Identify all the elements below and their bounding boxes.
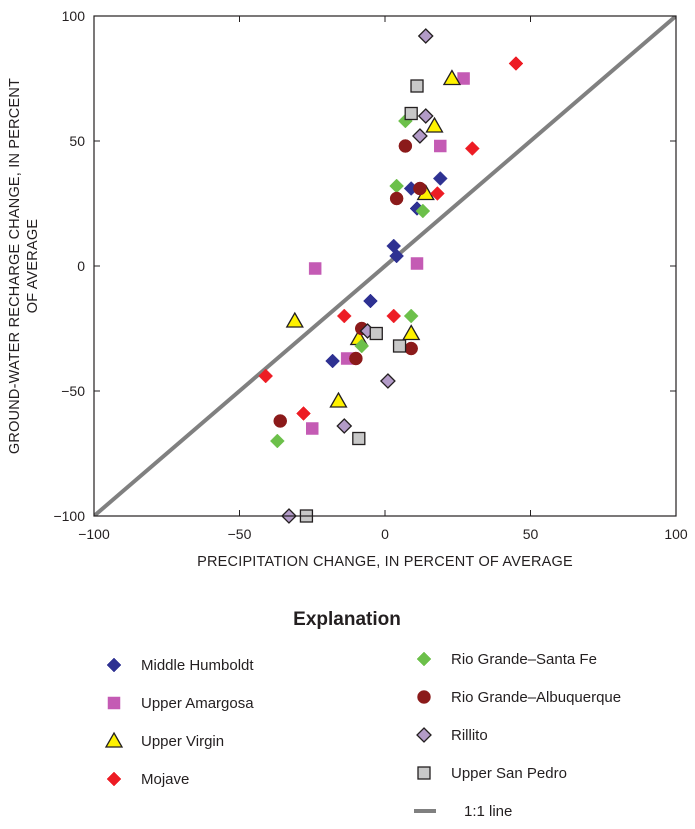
- x-tick-label: −100: [78, 526, 110, 542]
- y-axis-title-line-2: OF AVERAGE: [25, 219, 41, 314]
- legend-label: Middle Humboldt: [141, 657, 254, 674]
- legend-label: Rillito: [451, 727, 488, 744]
- y-tick-label: −50: [61, 383, 85, 399]
- y-tick-label: −100: [53, 508, 85, 524]
- data-point: [296, 406, 311, 421]
- data-point: [398, 139, 413, 153]
- data-point: [417, 108, 434, 124]
- data-point: [430, 186, 445, 201]
- data-point: [386, 308, 402, 324]
- data-point: [389, 178, 404, 194]
- data-point: [464, 141, 480, 156]
- plot-area: [94, 16, 676, 524]
- data-point: [308, 262, 322, 275]
- one-to-one-line: [94, 16, 676, 516]
- data-point: [349, 351, 363, 366]
- legend-label: Upper Virgin: [141, 733, 224, 750]
- data-point: [258, 368, 274, 384]
- data-point: [392, 339, 407, 353]
- legend-marker: [106, 771, 122, 787]
- x-axis-title: PRECIPITATION CHANGE, IN PERCENT OF AVER…: [197, 554, 573, 570]
- data-point: [434, 139, 447, 153]
- legend-item-mojave: Mojave: [106, 771, 189, 788]
- data-point: [336, 308, 352, 324]
- data-point: [379, 373, 396, 389]
- series-upper-san-pedro: [299, 79, 424, 523]
- y-tick-label: 0: [77, 258, 85, 274]
- data-point: [508, 56, 524, 71]
- legend-item-rio-grande-albuquerque: Rio Grande–Albuquerque: [417, 689, 621, 706]
- data-point: [425, 116, 444, 133]
- legend-item-middle-humboldt: Middle Humboldt: [106, 657, 254, 674]
- legend-title: Explanation: [293, 609, 401, 630]
- data-point: [363, 293, 378, 309]
- data-point: [412, 128, 428, 144]
- data-point: [417, 28, 434, 44]
- data-point: [404, 106, 418, 121]
- series-upper-virgin: [285, 69, 462, 408]
- data-point: [432, 171, 448, 186]
- data-point: [306, 422, 319, 435]
- series-rillito: [281, 28, 434, 524]
- y-tick-label: 100: [62, 8, 86, 24]
- legend-label: Rio Grande–Santa Fe: [451, 651, 597, 668]
- legend-marker: [107, 696, 121, 710]
- legend-item-upper-san-pedro: Upper San Pedro: [417, 765, 567, 782]
- x-tick-label: 0: [381, 526, 389, 542]
- data-point: [403, 308, 419, 324]
- data-point: [273, 414, 287, 428]
- legend-marker: [106, 657, 122, 673]
- legend-marker: [104, 731, 124, 748]
- data-point: [457, 72, 470, 85]
- legend-marker: [416, 727, 432, 743]
- legend-label: 1:1 line: [464, 803, 512, 820]
- axes: −100 −50 0 50 100 −100 −50 0 50 100: [53, 8, 687, 542]
- data-point: [415, 203, 431, 219]
- legend-label: Mojave: [141, 771, 189, 788]
- data-point: [402, 324, 421, 341]
- legend-marker: [417, 690, 431, 704]
- data-point: [285, 311, 304, 328]
- x-tick-label: 50: [523, 526, 539, 542]
- data-point: [369, 326, 383, 341]
- series-upper-amargosa: [306, 72, 470, 435]
- x-tick-label: −50: [228, 526, 252, 542]
- data-point: [269, 433, 285, 449]
- legend-item-upper-virgin: Upper Virgin: [104, 731, 224, 750]
- legend-item-rillito: Rillito: [416, 727, 488, 744]
- series-rio-grande-albuquerque: [273, 139, 427, 428]
- legend: Middle Humboldt Upper Amargosa Upper Virgi…: [104, 651, 621, 820]
- data-point: [354, 338, 370, 354]
- series-middle-humboldt: [325, 171, 448, 369]
- data-point: [325, 353, 340, 369]
- legend-item-upper-amargosa: Upper Amargosa: [107, 695, 254, 712]
- legend-marker: [416, 651, 432, 667]
- data-point: [410, 79, 424, 93]
- data-point: [389, 248, 404, 264]
- data-point: [442, 69, 462, 86]
- data-point: [336, 418, 353, 434]
- legend-item-rio-grande-santa-fe: Rio Grande–Santa Fe: [416, 651, 597, 668]
- y-tick-label: 50: [69, 133, 85, 149]
- legend-label: Upper San Pedro: [451, 765, 567, 782]
- series-rio-grande-santa-fe: [269, 113, 431, 449]
- legend-item-one-to-one-line: 1:1 line: [414, 803, 512, 820]
- data-point: [413, 181, 427, 196]
- data-point: [352, 431, 366, 446]
- x-tick-label: 100: [664, 526, 688, 542]
- y-axis-title-line-1: GROUND-WATER RECHARGE CHANGE, IN PERCENT: [7, 78, 23, 454]
- legend-marker: [417, 766, 431, 780]
- legend-label: Upper Amargosa: [141, 695, 254, 712]
- series-mojave: [258, 56, 524, 421]
- data-point: [410, 257, 424, 270]
- legend-label: Rio Grande–Albuquerque: [451, 689, 621, 706]
- data-point: [404, 341, 418, 356]
- data-point: [329, 391, 348, 408]
- data-point: [389, 191, 404, 206]
